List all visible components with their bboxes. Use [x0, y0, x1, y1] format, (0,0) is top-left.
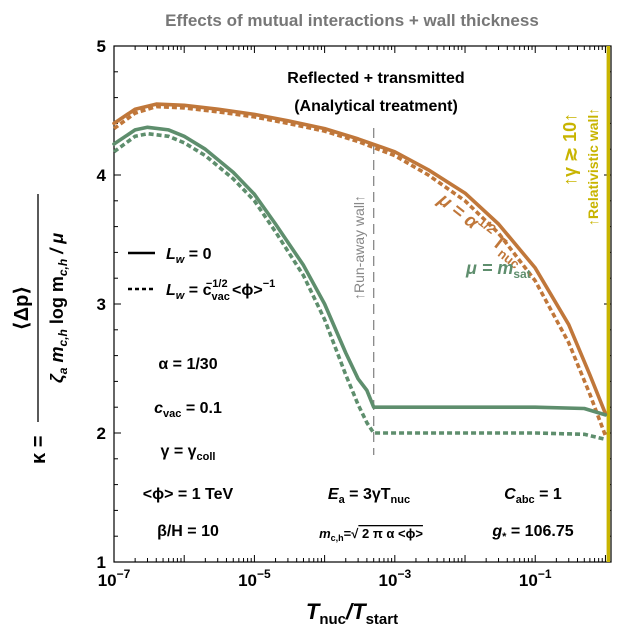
legend-dashed-label: Lw = cvac−1/2 <ϕ>−1: [166, 278, 275, 303]
x-tick-label: 10−1: [519, 567, 552, 590]
param-beta: β/H = 10: [157, 523, 219, 540]
y-label-denominator: ζa mc,h log mc,h / μ: [47, 233, 70, 383]
param-cvac: cvac = 0.1: [154, 400, 222, 420]
x-tick-label: 10−5: [238, 567, 271, 590]
x-tick-label: 10−3: [379, 567, 412, 590]
y-tick-label: 1: [97, 553, 106, 572]
subtitle-line-2: (Analytical treatment): [294, 98, 458, 115]
chart-title: Effects of mutual interactions + wall th…: [165, 11, 539, 30]
y-label-numerator: ⟨Δp⟩: [11, 286, 33, 331]
y-label-kappa: κ =: [28, 436, 50, 464]
y-axis-label: κ = ⟨Δp⟩ ζa mc,h log mc,h / μ: [11, 194, 70, 464]
y-tick-label: 5: [97, 37, 106, 56]
vertical-lines: [373, 46, 611, 562]
series-group: [112, 102, 608, 442]
legend: Lw = 0 Lw = cvac−1/2 <ϕ>−1: [128, 246, 275, 303]
x-axis-label: Tnuc/Tstart: [306, 599, 398, 628]
param-alpha: α = 1/30: [158, 356, 217, 373]
x-ticks: 10−7 10−5 10−3 10−1: [98, 46, 606, 590]
annotation-gamma: ↑γ ≳ 10↑: [560, 113, 580, 186]
param-gamma-coll: γ = γcoll: [161, 443, 216, 463]
plot-frame: [113, 45, 612, 563]
y-tick-label: 4: [97, 166, 107, 185]
series-line-0-solid: [112, 102, 608, 416]
param-gstar: g* = 106.75: [491, 523, 573, 543]
param-Ea: Ea = 3γTnuc: [328, 486, 410, 506]
annotation-mu-msat: μ = msat: [465, 258, 531, 281]
series-line-3-dashed: [112, 131, 606, 442]
series-line-2-solid: [112, 125, 608, 417]
subtitle-line-1: Reflected + transmitted: [287, 70, 464, 87]
param-phi: <ϕ> = 1 TeV: [143, 486, 234, 503]
y-tick-label: 2: [97, 424, 106, 443]
y-tick-label: 3: [97, 295, 106, 314]
annotation-runaway-wall: ↑Run-away wall↑: [351, 195, 367, 300]
x-tick-label: 10−7: [98, 567, 131, 590]
param-Cabc: Cabc = 1: [504, 486, 562, 506]
series-line-1-dashed: [112, 104, 608, 437]
legend-solid-label: Lw = 0: [166, 246, 212, 266]
param-mch: mc,h=√ 2 π α <ϕ>: [319, 526, 423, 543]
annotation-relativistic-wall: ↑Relativistic wall↑: [585, 108, 601, 226]
